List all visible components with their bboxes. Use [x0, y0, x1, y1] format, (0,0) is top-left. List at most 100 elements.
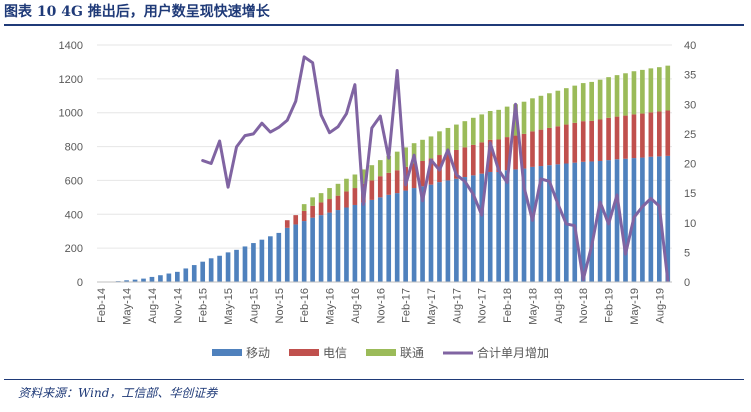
bar-unicom [614, 75, 620, 117]
legend-telecom-label: 电信 [323, 346, 347, 360]
bar-mobile [538, 166, 544, 282]
y2-axis-ticks: 0 5 10 15 20 25 30 35 40 [684, 40, 696, 289]
bar-unicom [403, 147, 408, 167]
bar-telecom [377, 176, 383, 198]
bar-unicom [352, 174, 358, 189]
source-divider [4, 379, 744, 380]
bar-telecom [589, 120, 594, 162]
bar-mobile [310, 217, 315, 282]
bar-mobile [251, 243, 256, 282]
bar-telecom [394, 170, 400, 194]
bar-telecom [496, 139, 501, 172]
figure-title: 图表 10 4G 推出后，用户数呈现快速增长 [4, 4, 270, 20]
bar-telecom [487, 139, 493, 172]
source-note: 资料来源：Wind，工信部、华创证券 [18, 386, 218, 400]
bar-mobile [623, 158, 628, 282]
bar-unicom [606, 77, 611, 118]
y2-tick-label: 35 [684, 70, 696, 82]
y2-tick-label: 10 [684, 218, 696, 230]
bar-unicom [479, 114, 485, 143]
bar-telecom [479, 142, 485, 174]
x-tick-label: Feb-19 [604, 288, 616, 323]
bar-mobile [183, 268, 189, 282]
bar-unicom [411, 143, 417, 164]
bar-telecom [420, 160, 425, 187]
bar-mobile [175, 271, 180, 282]
bar-mobile [614, 159, 620, 282]
bar-unicom [530, 98, 535, 132]
y2-tick-label: 15 [684, 188, 696, 200]
legend-telecom-swatch [289, 349, 319, 356]
bar-telecom [614, 116, 620, 160]
bar-telecom [572, 122, 578, 163]
legend-unicom-label: 联通 [400, 346, 424, 360]
bar-unicom [394, 151, 400, 171]
net-add-line [201, 55, 670, 282]
bar-unicom [496, 109, 501, 140]
y2-tick-label: 25 [684, 129, 696, 141]
bar-telecom [623, 115, 628, 159]
bar-mobile [521, 168, 527, 282]
bar-mobile [428, 184, 434, 282]
bar-mobile [547, 165, 552, 282]
bar-telecom [293, 215, 299, 225]
y-tick-label: 400 [65, 209, 83, 221]
bar-mobile [504, 170, 510, 282]
bar-mobile [420, 186, 425, 282]
title-divider [4, 24, 744, 26]
bar-unicom [547, 93, 552, 128]
bar-telecom [538, 129, 544, 167]
y2-tick-label: 30 [684, 99, 696, 111]
legend-net-add-label: 合计单月增加 [477, 345, 549, 360]
bar-unicom [445, 127, 451, 153]
bar-unicom [310, 197, 315, 206]
y-tick-label: 800 [65, 142, 83, 154]
y2-tick-label: 40 [684, 40, 696, 52]
bar-telecom [462, 147, 468, 178]
x-tick-label: Aug-17 [451, 288, 463, 323]
y-tick-label: 600 [65, 175, 83, 187]
bar-mobile [276, 232, 282, 282]
bar-telecom [521, 133, 527, 169]
legend-mobile-swatch [212, 349, 242, 356]
y-tick-label: 200 [65, 243, 83, 255]
bar-unicom [462, 121, 468, 148]
bar-unicom [335, 183, 341, 196]
x-tick-label: May-14 [122, 288, 134, 325]
bar-mobile [361, 202, 366, 282]
bar-telecom [563, 124, 569, 164]
bar-mobile [580, 161, 586, 282]
x-tick-label: Feb-16 [299, 288, 311, 323]
bar-unicom [623, 73, 628, 116]
bar-mobile [640, 157, 645, 282]
bar-unicom [470, 117, 476, 145]
x-tick-label: May-15 [223, 288, 235, 325]
bar-telecom [648, 112, 654, 157]
bar-telecom [640, 113, 645, 158]
bar-mobile [403, 190, 408, 282]
bar-mobile [124, 280, 129, 282]
x-tick-label: Feb-17 [401, 288, 413, 323]
bar-mobile [284, 227, 290, 282]
bar-telecom [310, 205, 315, 218]
bar-mobile [496, 171, 501, 282]
bar-unicom [487, 111, 493, 140]
bar-unicom [631, 71, 637, 115]
bar-unicom [572, 85, 578, 123]
bar-mobile [225, 252, 231, 282]
y-tick-label: 1000 [59, 108, 83, 120]
bar-unicom [377, 160, 383, 177]
bar-unicom [504, 106, 510, 138]
bar-mobile [487, 171, 493, 282]
bar-telecom [656, 111, 662, 157]
legend-mobile-label: 移动 [246, 346, 270, 360]
bar-telecom [555, 126, 561, 165]
bar-mobile [513, 169, 518, 282]
y2-tick-label: 0 [684, 277, 690, 289]
bar-unicom [648, 68, 654, 113]
x-tick-label: May-18 [527, 288, 539, 325]
chart: 0 200 400 600 800 1000 1200 1400 0 5 10 15 20 25 30 35… [59, 40, 697, 360]
bar-mobile [141, 278, 146, 282]
x-tick-label: Aug-19 [654, 288, 666, 323]
bar-mobile [386, 194, 392, 282]
